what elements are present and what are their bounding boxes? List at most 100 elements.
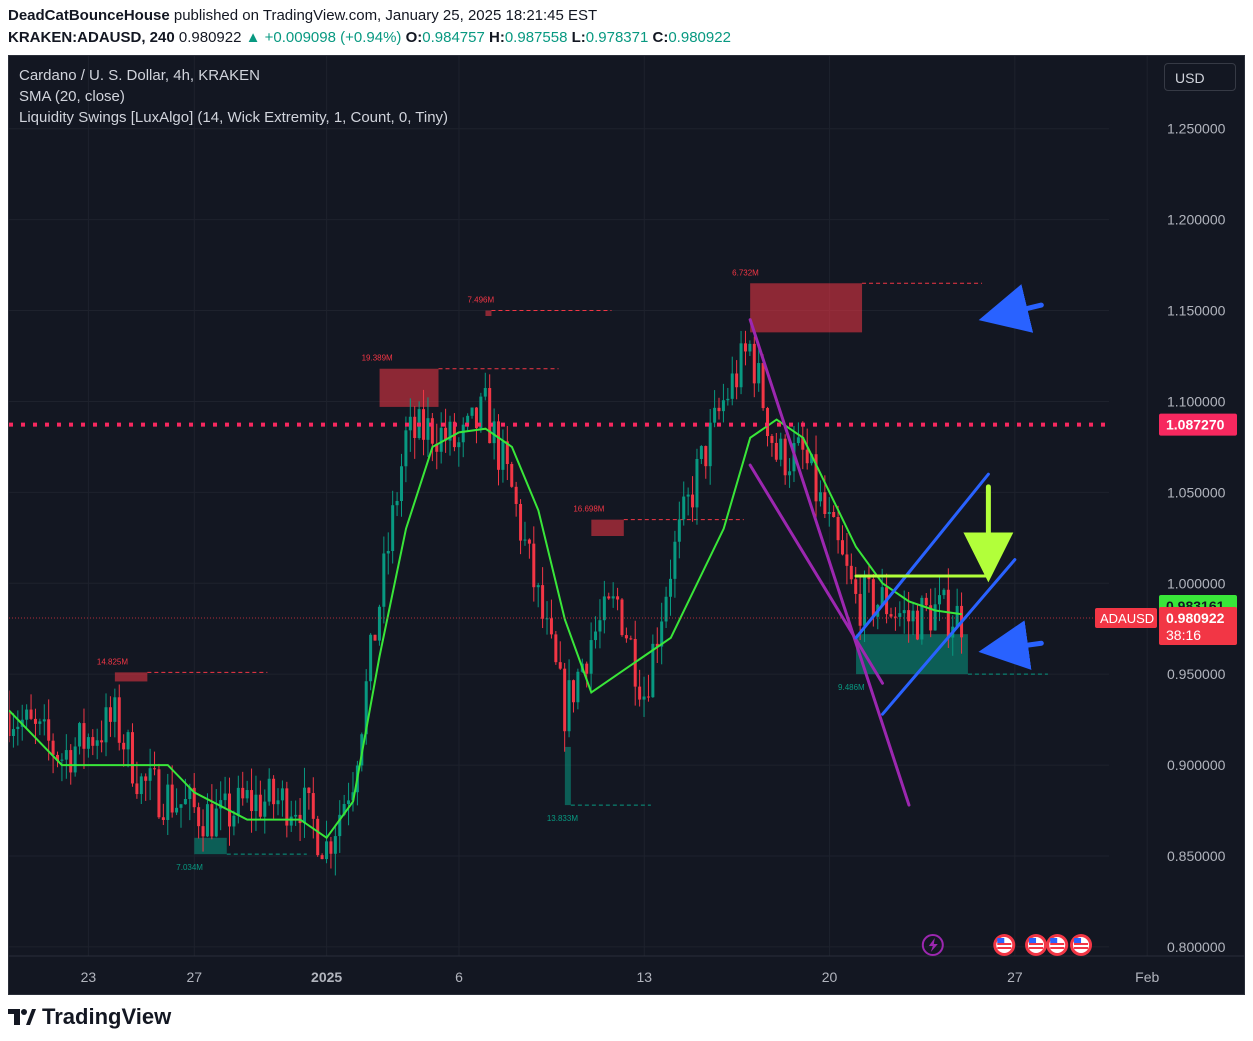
candle: [192, 787, 196, 808]
candle: [686, 494, 690, 497]
candle: [25, 709, 29, 720]
candle: [16, 726, 20, 730]
candle: [779, 438, 783, 460]
candle: [100, 740, 104, 743]
candle: [743, 343, 747, 352]
candle: [545, 618, 549, 620]
time-axis-tick: 6: [455, 969, 463, 985]
price-change: ▲ +0.009098 (+0.94%): [245, 29, 402, 46]
candle: [386, 551, 390, 554]
candle: [549, 618, 553, 635]
flag-stripe: [997, 943, 1012, 945]
candle: [241, 787, 245, 799]
candle: [849, 565, 853, 580]
chart-frame[interactable]: 14.825M 7.034M 19.389M 7.496M 13.833M 16.698M…: [8, 55, 1245, 995]
candle: [95, 740, 99, 746]
candle: [907, 610, 911, 622]
candle: [836, 517, 840, 541]
high-label: H:: [489, 29, 505, 46]
candle: [620, 599, 624, 636]
candle: [933, 604, 937, 631]
publish-info: published on TradingView.com, January 25…: [169, 7, 598, 24]
candle: [60, 759, 64, 761]
candle: [166, 784, 170, 820]
legend-title[interactable]: Cardano / U. S. Dollar, 4h, KRAKEN: [19, 67, 260, 84]
candle: [602, 596, 606, 621]
candle: [56, 754, 60, 761]
candle: [188, 787, 192, 799]
candle: [673, 541, 677, 579]
candle: [624, 635, 628, 639]
candle: [505, 441, 509, 465]
candle: [598, 620, 602, 632]
candle: [117, 697, 121, 743]
candle: [571, 680, 575, 703]
candle: [276, 800, 280, 805]
candle: [651, 643, 655, 698]
candle: [567, 680, 571, 732]
candle: [338, 814, 342, 837]
candle: [333, 836, 337, 854]
liquidity-zone: [194, 837, 227, 855]
candle: [236, 787, 240, 816]
candle: [466, 415, 470, 425]
candle: [699, 446, 703, 459]
candle: [444, 427, 448, 441]
open-value: 0.984757: [422, 29, 485, 46]
lightning-icon-ring: [921, 934, 944, 956]
candle: [263, 801, 267, 817]
price-axis-tick: 1.050000: [1167, 484, 1226, 500]
dotted-level-label: 1.087270: [1166, 417, 1225, 433]
candle: [677, 519, 681, 542]
price-chart[interactable]: 14.825M 7.034M 19.389M 7.496M 13.833M 16.698M…: [9, 56, 1244, 994]
legend-sma[interactable]: SMA (20, close): [19, 88, 125, 105]
candle: [289, 816, 293, 826]
candle: [272, 778, 276, 805]
zone-volume-label: 9.486M: [838, 683, 865, 692]
candle: [492, 421, 496, 444]
candle: [594, 631, 598, 641]
candle: [669, 578, 672, 597]
currency-button[interactable]: USD: [1164, 63, 1236, 91]
author-name[interactable]: DeadCatBounceHouse: [8, 7, 170, 24]
candle: [920, 597, 924, 640]
tradingview-logo[interactable]: TradingView: [8, 1004, 171, 1030]
candle: [223, 793, 227, 801]
candle: [91, 737, 95, 746]
candle: [664, 596, 668, 622]
candle: [774, 442, 778, 460]
candle: [294, 814, 298, 817]
candle: [915, 610, 919, 640]
candle: [104, 707, 108, 743]
candle: [33, 718, 37, 724]
flag-canton: [997, 938, 1005, 943]
liquidity-zone: [485, 310, 492, 316]
candle: [426, 418, 430, 440]
price-axis-tick: 0.900000: [1167, 757, 1226, 773]
candle: [514, 486, 518, 504]
candle: [64, 750, 68, 760]
candle: [232, 815, 236, 827]
legend-indicator[interactable]: Liquidity Swings [LuxAlgo] (14, Wick Ext…: [19, 109, 449, 126]
candle: [924, 597, 928, 606]
us-flag-icon: [1025, 934, 1048, 956]
candle: [470, 407, 474, 416]
candle: [871, 579, 875, 617]
candle: [616, 596, 620, 600]
candle: [351, 792, 355, 801]
flag-stripe: [1074, 943, 1089, 945]
candle: [395, 501, 399, 506]
candle: [902, 610, 906, 614]
candle: [108, 707, 112, 722]
candle: [148, 768, 152, 781]
candle: [382, 553, 386, 607]
candle: [219, 800, 223, 809]
candle: [51, 740, 55, 755]
candle: [660, 621, 664, 647]
candle: [536, 585, 540, 588]
candle: [739, 343, 743, 388]
dotted-level-badge: [1159, 413, 1237, 436]
liquidity-zone: [114, 672, 148, 682]
candle: [113, 697, 117, 722]
low-value: 0.978371: [585, 29, 649, 46]
